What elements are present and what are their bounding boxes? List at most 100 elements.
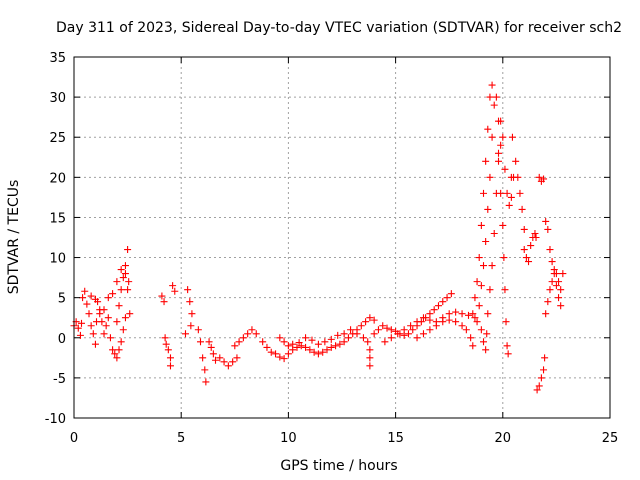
data-point [370, 316, 378, 324]
data-point [124, 286, 132, 294]
data-point [336, 340, 344, 348]
data-point [518, 205, 526, 213]
data-point [387, 326, 395, 334]
data-point [207, 343, 215, 351]
y-tick-label: 10 [49, 252, 66, 267]
data-point [310, 348, 318, 356]
data-point [102, 322, 110, 330]
data-point [119, 326, 127, 334]
y-tick-label: 25 [49, 131, 66, 146]
data-point [469, 342, 477, 350]
data-point [488, 133, 496, 141]
data-point [413, 318, 421, 326]
data-point [426, 316, 434, 324]
data-point [89, 330, 97, 338]
data-point [458, 310, 466, 318]
data-point [104, 294, 112, 302]
data-point [161, 334, 169, 342]
data-point [272, 350, 280, 358]
data-point [235, 338, 243, 346]
data-point [540, 175, 548, 183]
data-point [293, 343, 301, 351]
data-point [169, 282, 177, 290]
data-point [557, 302, 565, 310]
data-point [483, 330, 491, 338]
data-point [366, 354, 374, 362]
data-point [121, 314, 129, 322]
data-point [327, 343, 335, 351]
data-point [557, 286, 565, 294]
data-point [439, 298, 447, 306]
data-point [419, 330, 427, 338]
data-point [374, 326, 382, 334]
data-point [507, 173, 515, 181]
y-axis-label: SDTVAR / TECUs [6, 180, 22, 295]
data-point [484, 125, 492, 133]
data-point [96, 310, 104, 318]
data-point [535, 382, 543, 390]
data-point [216, 354, 224, 362]
data-point [233, 354, 241, 362]
data-point [220, 358, 228, 366]
data-point [497, 141, 505, 149]
data-point [327, 335, 335, 343]
x-tick-label: 10 [280, 431, 297, 446]
data-point [248, 326, 256, 334]
data-point [495, 149, 503, 157]
data-point [201, 366, 209, 374]
data-point [508, 133, 516, 141]
data-point [541, 354, 549, 362]
data-point [443, 294, 451, 302]
data-point [467, 334, 475, 342]
data-point [473, 318, 481, 326]
data-point [502, 318, 510, 326]
data-point [434, 302, 442, 310]
data-point [381, 338, 389, 346]
y-tick-label: 0 [58, 332, 66, 347]
y-tick-label: 30 [49, 91, 66, 106]
data-point [121, 262, 129, 270]
data-point [78, 319, 86, 327]
data-point [512, 157, 520, 165]
data-point [332, 342, 340, 350]
data-point [432, 322, 440, 330]
data-point [280, 355, 288, 363]
data-point [480, 338, 488, 346]
data-point [74, 324, 82, 332]
data-point [113, 318, 121, 326]
data-point [323, 346, 331, 354]
data-point [104, 314, 112, 322]
data-point [504, 350, 512, 358]
plot-frame [73, 56, 611, 419]
data-point [471, 294, 479, 302]
x-tick-label: 15 [387, 431, 404, 446]
data-point [321, 338, 329, 346]
data-point [480, 189, 488, 197]
data-point [202, 378, 210, 386]
y-tick-label: -10 [45, 412, 66, 427]
data-point [400, 326, 408, 334]
data-point [542, 310, 550, 318]
data-point [445, 316, 453, 324]
data-point [267, 348, 275, 356]
data-point [447, 290, 455, 298]
data-point [533, 386, 541, 394]
data-point [514, 173, 522, 181]
data-point [209, 350, 217, 358]
data-point [194, 326, 202, 334]
data-point [540, 366, 548, 374]
data-point [486, 93, 494, 101]
data-point [91, 295, 99, 303]
data-point [98, 318, 106, 326]
data-point [308, 336, 316, 344]
data-point [407, 322, 415, 330]
data-point [520, 246, 528, 254]
data-point [520, 225, 528, 233]
chart-title: Day 311 of 2023, Sidereal Day-to-day VTE… [56, 20, 622, 36]
data-point [79, 294, 87, 302]
data-point [552, 282, 560, 290]
data-point [85, 310, 93, 318]
data-point [229, 358, 237, 366]
data-point [314, 340, 322, 348]
